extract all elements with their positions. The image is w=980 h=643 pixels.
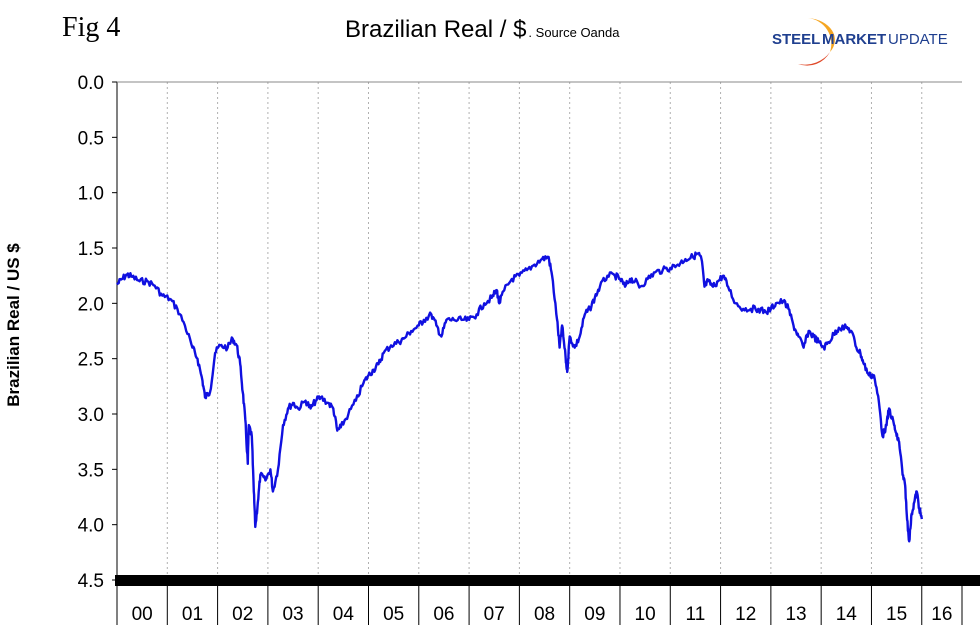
series-line-0 — [116, 251, 923, 543]
x-tick-label: 13 — [785, 604, 806, 625]
y-tick-label: 0.0 — [78, 73, 104, 94]
x-axis-band — [115, 575, 980, 586]
y-tick-label: 3.0 — [78, 405, 104, 426]
x-tick-label: 04 — [333, 604, 355, 625]
x-tick-label: 01 — [182, 604, 203, 625]
chart-source: . Source Oanda — [528, 25, 620, 40]
y-tick-label: 4.0 — [78, 516, 104, 537]
y-tick-label: 1.5 — [78, 239, 104, 260]
chart-title-main: Brazilian Real / $ — [345, 16, 527, 43]
chart-title: Brazilian Real / $. Source Oanda — [345, 16, 619, 44]
x-tick-label: 10 — [635, 604, 656, 625]
y-tick-label: 3.5 — [78, 460, 104, 481]
y-tick-label: 2.0 — [78, 294, 104, 315]
x-tick-label: 11 — [686, 604, 706, 625]
x-tick-label: 05 — [383, 604, 404, 625]
logo-word-steel: STEEL — [772, 31, 820, 48]
figure-label: Fig 4 — [62, 12, 121, 43]
x-tick-label: 16 — [931, 604, 952, 625]
x-tick-label: 03 — [282, 604, 303, 625]
logo-word-market: MARKET — [822, 31, 886, 48]
x-tick-label: 14 — [836, 604, 858, 625]
x-tick-label: 00 — [132, 604, 153, 625]
x-tick-label: 07 — [484, 604, 505, 625]
logo-swoosh-icon — [808, 18, 835, 52]
steel-market-update-logo: STEEL MARKET UPDATE — [772, 18, 948, 66]
x-tick-label: 09 — [584, 604, 605, 625]
x-tick-label: 02 — [232, 604, 253, 625]
x-tick-label: 08 — [534, 604, 555, 625]
y-tick-label: 1.0 — [78, 184, 104, 205]
y-tick-label: 4.5 — [78, 571, 104, 592]
logo-swoosh-red-icon — [798, 52, 830, 66]
y-tick-label: 0.5 — [78, 128, 104, 149]
x-tick-label: 12 — [735, 604, 756, 625]
x-tick-label: 15 — [886, 604, 907, 625]
logo-word-update: UPDATE — [888, 31, 948, 48]
x-tick-label: 06 — [433, 604, 454, 625]
y-tick-label: 2.5 — [78, 350, 104, 371]
